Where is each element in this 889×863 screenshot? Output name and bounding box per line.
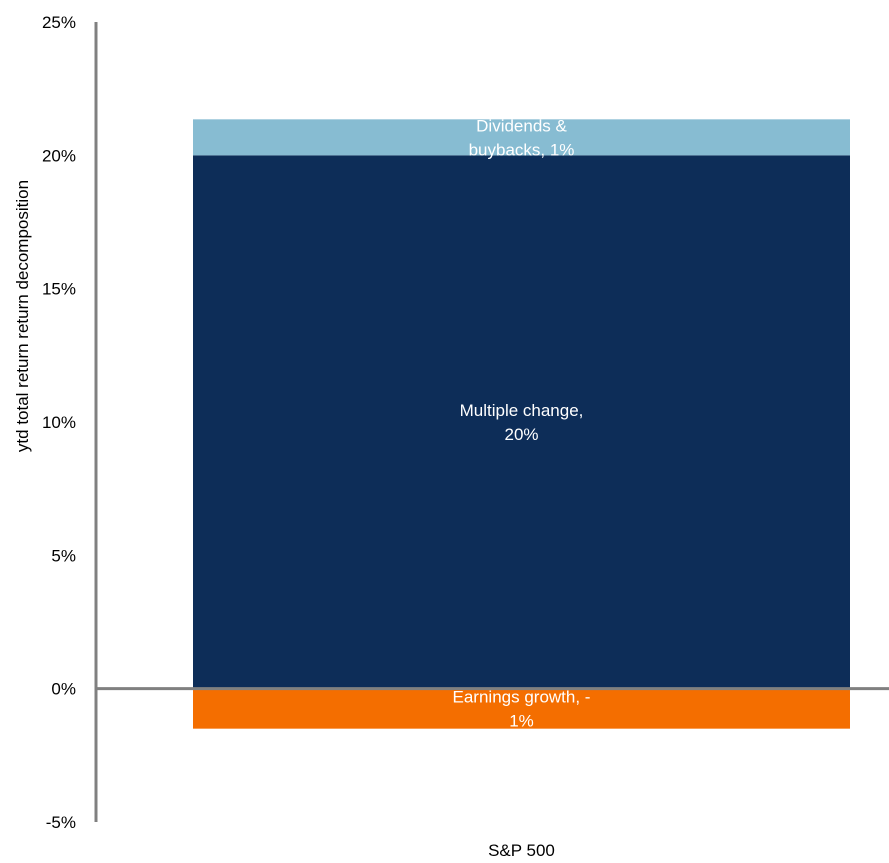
y-axis-title: ytd total return return decomposition [13,180,32,452]
y-tick-label: 25% [42,13,76,32]
segment-label-line: 1% [509,712,534,731]
segment-label-line: Dividends & [476,116,567,135]
y-tick-label: 5% [51,546,76,565]
segment-label-dividends: Dividends & buybacks, 1% [469,116,575,159]
x-tick-labels: S&P 500 [488,841,555,860]
bar-segment-dividends [193,119,850,156]
y-tick-label: 20% [42,146,76,165]
bar-segment-multiple [193,155,850,689]
x-tick-label: S&P 500 [488,841,555,860]
axes [94,22,889,822]
segment-label-line: Earnings growth, - [453,688,591,707]
segment-label-line: buybacks, 1% [469,140,575,159]
segment-labels: Multiple change, 20% Dividends & buybacks, … [453,116,591,730]
bar-segments [193,119,850,729]
y-tick-labels: -5% 0% 5% 10% 15% 20% 25% [42,13,76,832]
y-tick-label: 0% [51,680,76,699]
segment-label-line: Multiple change, [460,401,584,420]
segment-label-earnings: Earnings growth, - 1% [453,688,591,731]
segment-label-multiple: Multiple change, 20% [460,401,584,444]
y-tick-label: 10% [42,413,76,432]
segment-label-line: 20% [504,425,538,444]
bar-segment-earnings [193,688,850,729]
y-tick-label: -5% [46,813,76,832]
y-tick-label: 15% [42,280,76,299]
